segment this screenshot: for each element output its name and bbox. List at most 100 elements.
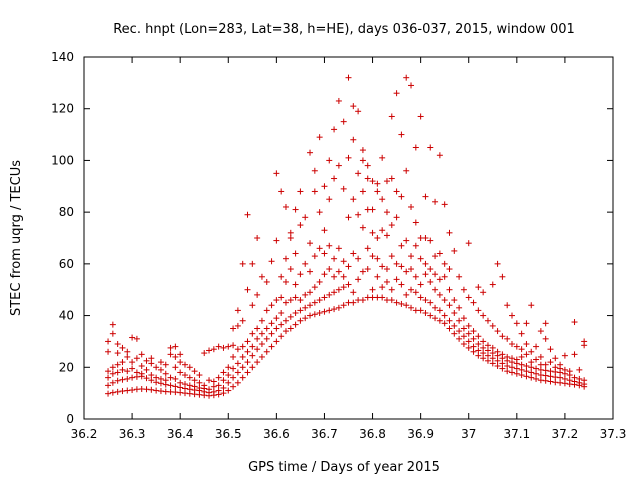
- data-point: [282, 317, 289, 324]
- x-tick-label: 36.2: [71, 427, 98, 441]
- data-point: [109, 364, 116, 371]
- data-point: [460, 341, 467, 348]
- data-point: [441, 273, 448, 280]
- data-point: [335, 162, 342, 169]
- data-point: [254, 291, 261, 298]
- data-point: [542, 361, 549, 368]
- data-point: [129, 374, 136, 381]
- data-point: [398, 242, 405, 249]
- data-point: [321, 308, 328, 315]
- data-point: [436, 276, 443, 283]
- data-point: [181, 361, 188, 368]
- data-point: [307, 149, 314, 156]
- data-point: [340, 273, 347, 280]
- data-point: [331, 175, 338, 182]
- data-point: [480, 338, 487, 345]
- data-point: [287, 266, 294, 273]
- data-point: [340, 118, 347, 125]
- data-point: [326, 196, 333, 203]
- data-point: [109, 321, 116, 328]
- data-point: [311, 311, 318, 318]
- data-point: [119, 388, 126, 395]
- data-point: [234, 322, 241, 329]
- data-point: [369, 178, 376, 185]
- x-tick-label: 37.1: [503, 427, 530, 441]
- data-point: [287, 325, 294, 332]
- data-point: [398, 131, 405, 138]
- x-tick-label: 36.4: [167, 427, 194, 441]
- data-point: [547, 346, 554, 353]
- data-point: [268, 258, 275, 265]
- data-point: [374, 255, 381, 262]
- data-point: [379, 196, 386, 203]
- data-point: [470, 348, 477, 355]
- data-point: [359, 188, 366, 195]
- data-point: [302, 315, 309, 322]
- data-point: [393, 276, 400, 283]
- data-point: [422, 309, 429, 316]
- data-point: [494, 260, 501, 267]
- y-tick-label: 40: [59, 309, 74, 323]
- data-point: [561, 366, 568, 373]
- data-point: [518, 346, 525, 353]
- data-point: [528, 359, 535, 366]
- data-point: [278, 188, 285, 195]
- data-point: [340, 258, 347, 265]
- data-point: [153, 364, 160, 371]
- data-point: [311, 299, 318, 306]
- data-point: [557, 379, 564, 386]
- data-point: [480, 344, 487, 351]
- x-tick-label: 37: [461, 427, 476, 441]
- data-point: [215, 343, 222, 350]
- data-point: [181, 372, 188, 379]
- data-point: [552, 374, 559, 381]
- data-point: [489, 344, 496, 351]
- data-point: [441, 201, 448, 208]
- data-point: [422, 297, 429, 304]
- data-point: [345, 154, 352, 161]
- data-point: [518, 353, 525, 360]
- data-point: [239, 364, 246, 371]
- data-point: [408, 304, 415, 311]
- data-point: [557, 361, 564, 368]
- data-point: [297, 307, 304, 314]
- data-point: [307, 240, 314, 247]
- x-tick-label: 36.3: [119, 427, 146, 441]
- data-point: [456, 335, 463, 342]
- data-point: [244, 211, 251, 218]
- data-point: [234, 346, 241, 353]
- data-point: [369, 206, 376, 213]
- data-point: [465, 344, 472, 351]
- data-point: [220, 344, 227, 351]
- data-point: [105, 390, 112, 397]
- data-point: [143, 366, 150, 373]
- data-point: [494, 328, 501, 335]
- data-point: [403, 268, 410, 275]
- data-point: [393, 260, 400, 267]
- data-point: [268, 330, 275, 337]
- data-point: [234, 369, 241, 376]
- data-point: [403, 167, 410, 174]
- data-point: [302, 291, 309, 298]
- data-point: [359, 157, 366, 164]
- data-point: [427, 278, 434, 285]
- data-point: [326, 307, 333, 314]
- data-point: [119, 366, 126, 373]
- data-point: [258, 330, 265, 337]
- data-point: [282, 328, 289, 335]
- data-point: [509, 364, 516, 371]
- data-point: [523, 320, 530, 327]
- data-point: [542, 320, 549, 327]
- data-point: [393, 90, 400, 97]
- data-point: [403, 74, 410, 81]
- data-point: [441, 297, 448, 304]
- data-point: [316, 245, 323, 252]
- data-point: [105, 374, 112, 381]
- data-point: [441, 312, 448, 319]
- data-point: [263, 325, 270, 332]
- data-point: [581, 338, 588, 345]
- data-point: [254, 346, 261, 353]
- data-point: [379, 154, 386, 161]
- data-point: [287, 235, 294, 241]
- data-point: [331, 273, 338, 280]
